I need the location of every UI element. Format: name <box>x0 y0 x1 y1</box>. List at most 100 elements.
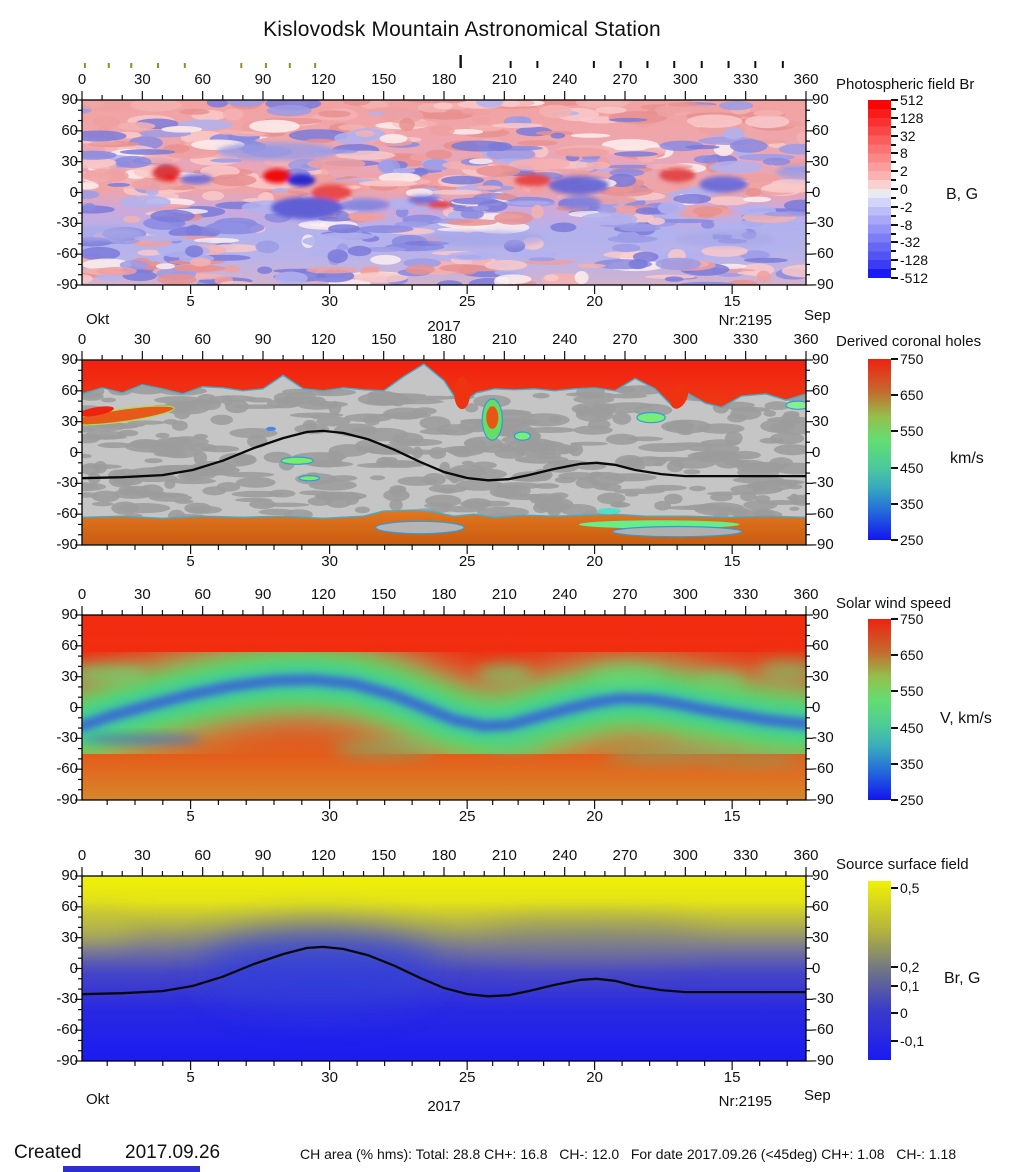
colorbar-tick <box>891 134 898 137</box>
colorbar-tick-label: 450 <box>900 719 924 736</box>
y-axis-label-left: 90 <box>61 91 78 108</box>
y-axis-label-left: 30 <box>61 667 78 685</box>
colorbar-tick-label: -8 <box>900 216 913 233</box>
month-label-sep-1: Sep <box>804 307 831 324</box>
figure-title: Kislovodsk Mountain Astronomical Station <box>263 18 661 41</box>
colorbar-minor-tick <box>891 161 896 164</box>
colorbar-tick <box>891 690 898 693</box>
y-axis-label-right: -60 <box>812 245 834 263</box>
x-axis-label: 30 <box>133 331 151 348</box>
axis-ticks <box>75 351 813 554</box>
y-axis-label-right: 0 <box>812 959 821 977</box>
map-layer <box>82 100 806 285</box>
date-axis-label: 5 <box>186 553 195 570</box>
x-axis-label: 60 <box>194 71 211 88</box>
date-axis-label: 20 <box>586 1069 603 1086</box>
y-axis-label-right: 30 <box>812 928 829 946</box>
y-axis-label-left: 0 <box>69 443 78 461</box>
y-axis-label-left: 0 <box>69 698 78 716</box>
colorbar-tick <box>891 799 898 801</box>
y-axis-label-right: 30 <box>812 412 829 430</box>
date-axis-label: 25 <box>458 808 476 825</box>
colorbar-tick-label: 128 <box>900 109 924 126</box>
neutral-line <box>82 945 806 998</box>
x-axis-label: 330 <box>733 586 759 603</box>
x-axis-label: 90 <box>254 847 272 864</box>
colorbar-tick <box>891 358 898 360</box>
y-axis-label-right: 0 <box>812 443 821 461</box>
date-axis-label: 20 <box>586 553 603 570</box>
map-layer <box>82 360 806 545</box>
x-axis-label: 240 <box>552 71 578 88</box>
x-axis-label: 210 <box>491 71 517 88</box>
colorbar-title-coronal-holes: Derived coronal holes <box>836 333 982 350</box>
colorbar-unit-br-g: Br, G <box>944 970 981 987</box>
y-axis-label-left: -30 <box>56 474 78 492</box>
x-axis-label: 270 <box>612 331 638 348</box>
colorbar-tick <box>891 188 898 190</box>
colorbar-tick <box>891 1012 898 1015</box>
date-axis-label: 20 <box>586 808 603 825</box>
y-axis-label-left: 0 <box>69 183 78 201</box>
month-label-okt-4: Okt <box>86 1091 110 1108</box>
date-axis-label: 15 <box>723 808 741 825</box>
created-date: 2017.09.26 <box>125 1142 221 1163</box>
y-axis-label-right: 90 <box>812 606 829 623</box>
y-axis-label-right: 60 <box>812 636 829 654</box>
x-axis-label: 360 <box>793 71 819 88</box>
y-axis-label-left: 60 <box>61 636 78 654</box>
colorbar-tick-label: 2 <box>900 163 908 180</box>
axis-ticks <box>75 91 813 294</box>
y-axis-label-left: -60 <box>56 245 78 263</box>
x-axis-label: 300 <box>672 331 698 348</box>
x-axis-label: 270 <box>612 71 638 88</box>
date-axis-label: 15 <box>723 553 741 570</box>
y-axis-label-right: 0 <box>812 698 821 716</box>
y-axis-label-left: -30 <box>56 990 78 1008</box>
x-axis-label: 330 <box>733 331 759 348</box>
x-axis-label: 90 <box>254 71 272 88</box>
y-axis-label-right: 30 <box>812 152 829 170</box>
year-label-1: 2017 <box>427 318 461 335</box>
x-axis-label: 270 <box>612 847 638 864</box>
y-axis-label-left: 30 <box>61 928 78 946</box>
year-label-4: 2017 <box>427 1098 461 1115</box>
colorbar-tick <box>891 1040 898 1043</box>
colorbar-minor-tick <box>891 143 896 146</box>
active-regions <box>82 142 806 247</box>
y-axis-label-left: 90 <box>61 606 78 623</box>
colorbar-unit-km-s: km/s <box>950 450 984 467</box>
solar-wind-speed-plot <box>75 606 813 809</box>
colorbar-tick-label: 350 <box>900 755 924 772</box>
y-axis-label-left: -90 <box>56 276 78 293</box>
colorbar-tick-label: 650 <box>900 647 924 664</box>
y-axis-label-right: 0 <box>812 183 821 201</box>
colorbar-unit-b-g: B, G <box>946 186 979 203</box>
colorbar-tick <box>891 466 898 469</box>
colorbar-tick <box>891 170 898 173</box>
x-axis-label: 30 <box>133 586 151 603</box>
month-label-sep-4: Sep <box>804 1087 831 1104</box>
colorbar-minor-tick <box>891 196 896 199</box>
colorbar-tick <box>891 116 898 119</box>
colorbar-tick-label: 0,1 <box>900 977 920 994</box>
date-axis-label: 30 <box>321 1069 338 1086</box>
y-axis-label-right: -90 <box>812 276 834 293</box>
plot-border <box>81 359 807 546</box>
x-axis-label: 0 <box>77 847 87 864</box>
date-axis-label: 20 <box>586 293 603 310</box>
y-axis-label-right: 90 <box>812 91 829 108</box>
colorbar-tick-label: 450 <box>900 459 924 476</box>
x-axis-label: 150 <box>371 71 397 88</box>
colorbar-minor-tick <box>891 268 896 271</box>
x-axis-label: 60 <box>194 586 211 603</box>
colorbar-tick <box>891 965 898 968</box>
x-axis-label: 240 <box>552 847 578 864</box>
y-axis-label-left: 90 <box>61 867 78 884</box>
colorbar-tick <box>891 223 898 226</box>
x-axis-label: 0 <box>77 586 87 603</box>
x-axis-label: 120 <box>310 71 336 88</box>
colorbar-minor-tick <box>891 179 896 182</box>
colorbar-source-surface-field <box>868 881 891 1060</box>
derived-coronal-holes-plot <box>75 351 813 554</box>
